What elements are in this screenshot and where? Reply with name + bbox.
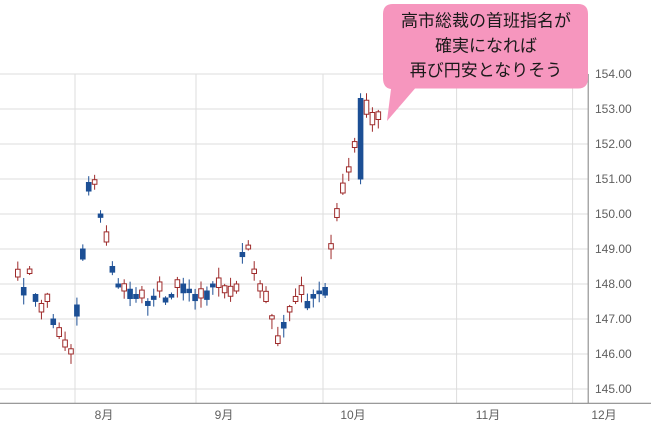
svg-text:11月: 11月 [476, 408, 500, 422]
svg-text:153.00: 153.00 [595, 102, 632, 116]
svg-text:146.00: 146.00 [595, 347, 632, 361]
svg-text:確実になれば: 確実になれば [435, 36, 537, 55]
svg-text:148.00: 148.00 [595, 277, 632, 291]
svg-text:151.00: 151.00 [595, 172, 632, 186]
svg-text:8月: 8月 [95, 408, 114, 422]
svg-text:145.00: 145.00 [595, 382, 632, 396]
svg-text:150.00: 150.00 [595, 207, 632, 221]
svg-text:高市総裁の首班指名が: 高市総裁の首班指名が [401, 12, 571, 31]
svg-text:147.00: 147.00 [595, 312, 632, 326]
svg-text:10月: 10月 [340, 408, 365, 422]
svg-text:152.00: 152.00 [595, 137, 632, 151]
svg-text:12月: 12月 [591, 408, 616, 422]
svg-text:154.00: 154.00 [595, 67, 632, 81]
svg-text:9月: 9月 [215, 408, 234, 422]
svg-text:149.00: 149.00 [595, 242, 632, 256]
svg-text:再び円安となりそう: 再び円安となりそう [410, 61, 563, 80]
